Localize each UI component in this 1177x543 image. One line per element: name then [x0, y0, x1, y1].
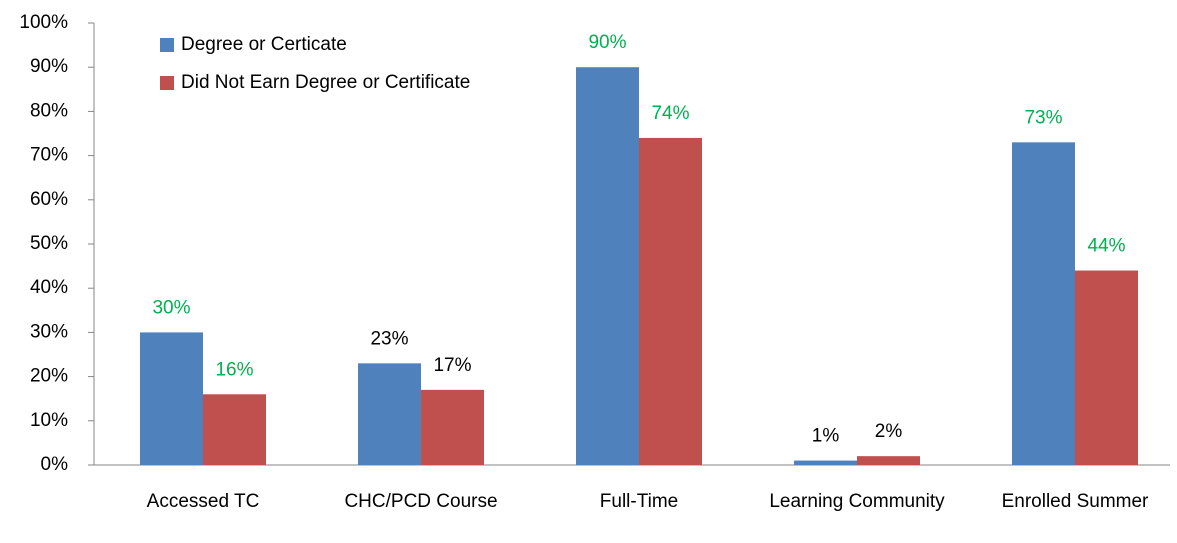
- x-tick-label: CHC/PCD Course: [344, 491, 497, 512]
- bar: [794, 460, 857, 465]
- y-tick-label: 100%: [19, 12, 68, 33]
- y-tick-label: 50%: [30, 233, 68, 254]
- legend-swatch: [160, 38, 174, 52]
- x-tick-label: Accessed TC: [147, 491, 260, 512]
- y-tick-label: 60%: [30, 189, 68, 210]
- y-tick-label: 10%: [30, 410, 68, 431]
- legend-label: Degree or Certicate: [181, 34, 347, 55]
- value-label: 30%: [152, 297, 190, 318]
- bar: [140, 332, 203, 465]
- value-label: 16%: [215, 359, 253, 380]
- y-tick-label: 0%: [41, 454, 69, 475]
- x-tick-label: Full-Time: [600, 491, 678, 512]
- legend-label: Did Not Earn Degree or Certificate: [181, 72, 470, 93]
- value-label: 2%: [875, 421, 903, 442]
- y-tick-label: 30%: [30, 321, 68, 342]
- value-label: 90%: [588, 32, 626, 53]
- bar: [1012, 142, 1075, 465]
- bar: [857, 456, 920, 465]
- y-tick-label: 80%: [30, 100, 68, 121]
- bar: [358, 363, 421, 465]
- value-label: 1%: [812, 426, 840, 447]
- x-tick-label: Enrolled Summer: [1002, 491, 1149, 512]
- y-tick-label: 20%: [30, 366, 68, 387]
- bar: [421, 389, 484, 465]
- x-tick-label: Learning Community: [769, 491, 945, 512]
- legend-swatch: [160, 76, 174, 90]
- y-tick-label: 70%: [30, 145, 68, 166]
- y-tick-label: 90%: [30, 56, 68, 77]
- bar: [576, 67, 639, 465]
- value-label: 73%: [1024, 107, 1062, 128]
- value-label: 74%: [651, 103, 689, 124]
- bar: [639, 137, 702, 466]
- value-label: 44%: [1087, 236, 1125, 257]
- bar: [203, 394, 266, 465]
- value-label: 17%: [433, 355, 471, 376]
- bar: [1075, 270, 1138, 465]
- value-label: 23%: [370, 328, 408, 349]
- y-tick-label: 40%: [30, 277, 68, 298]
